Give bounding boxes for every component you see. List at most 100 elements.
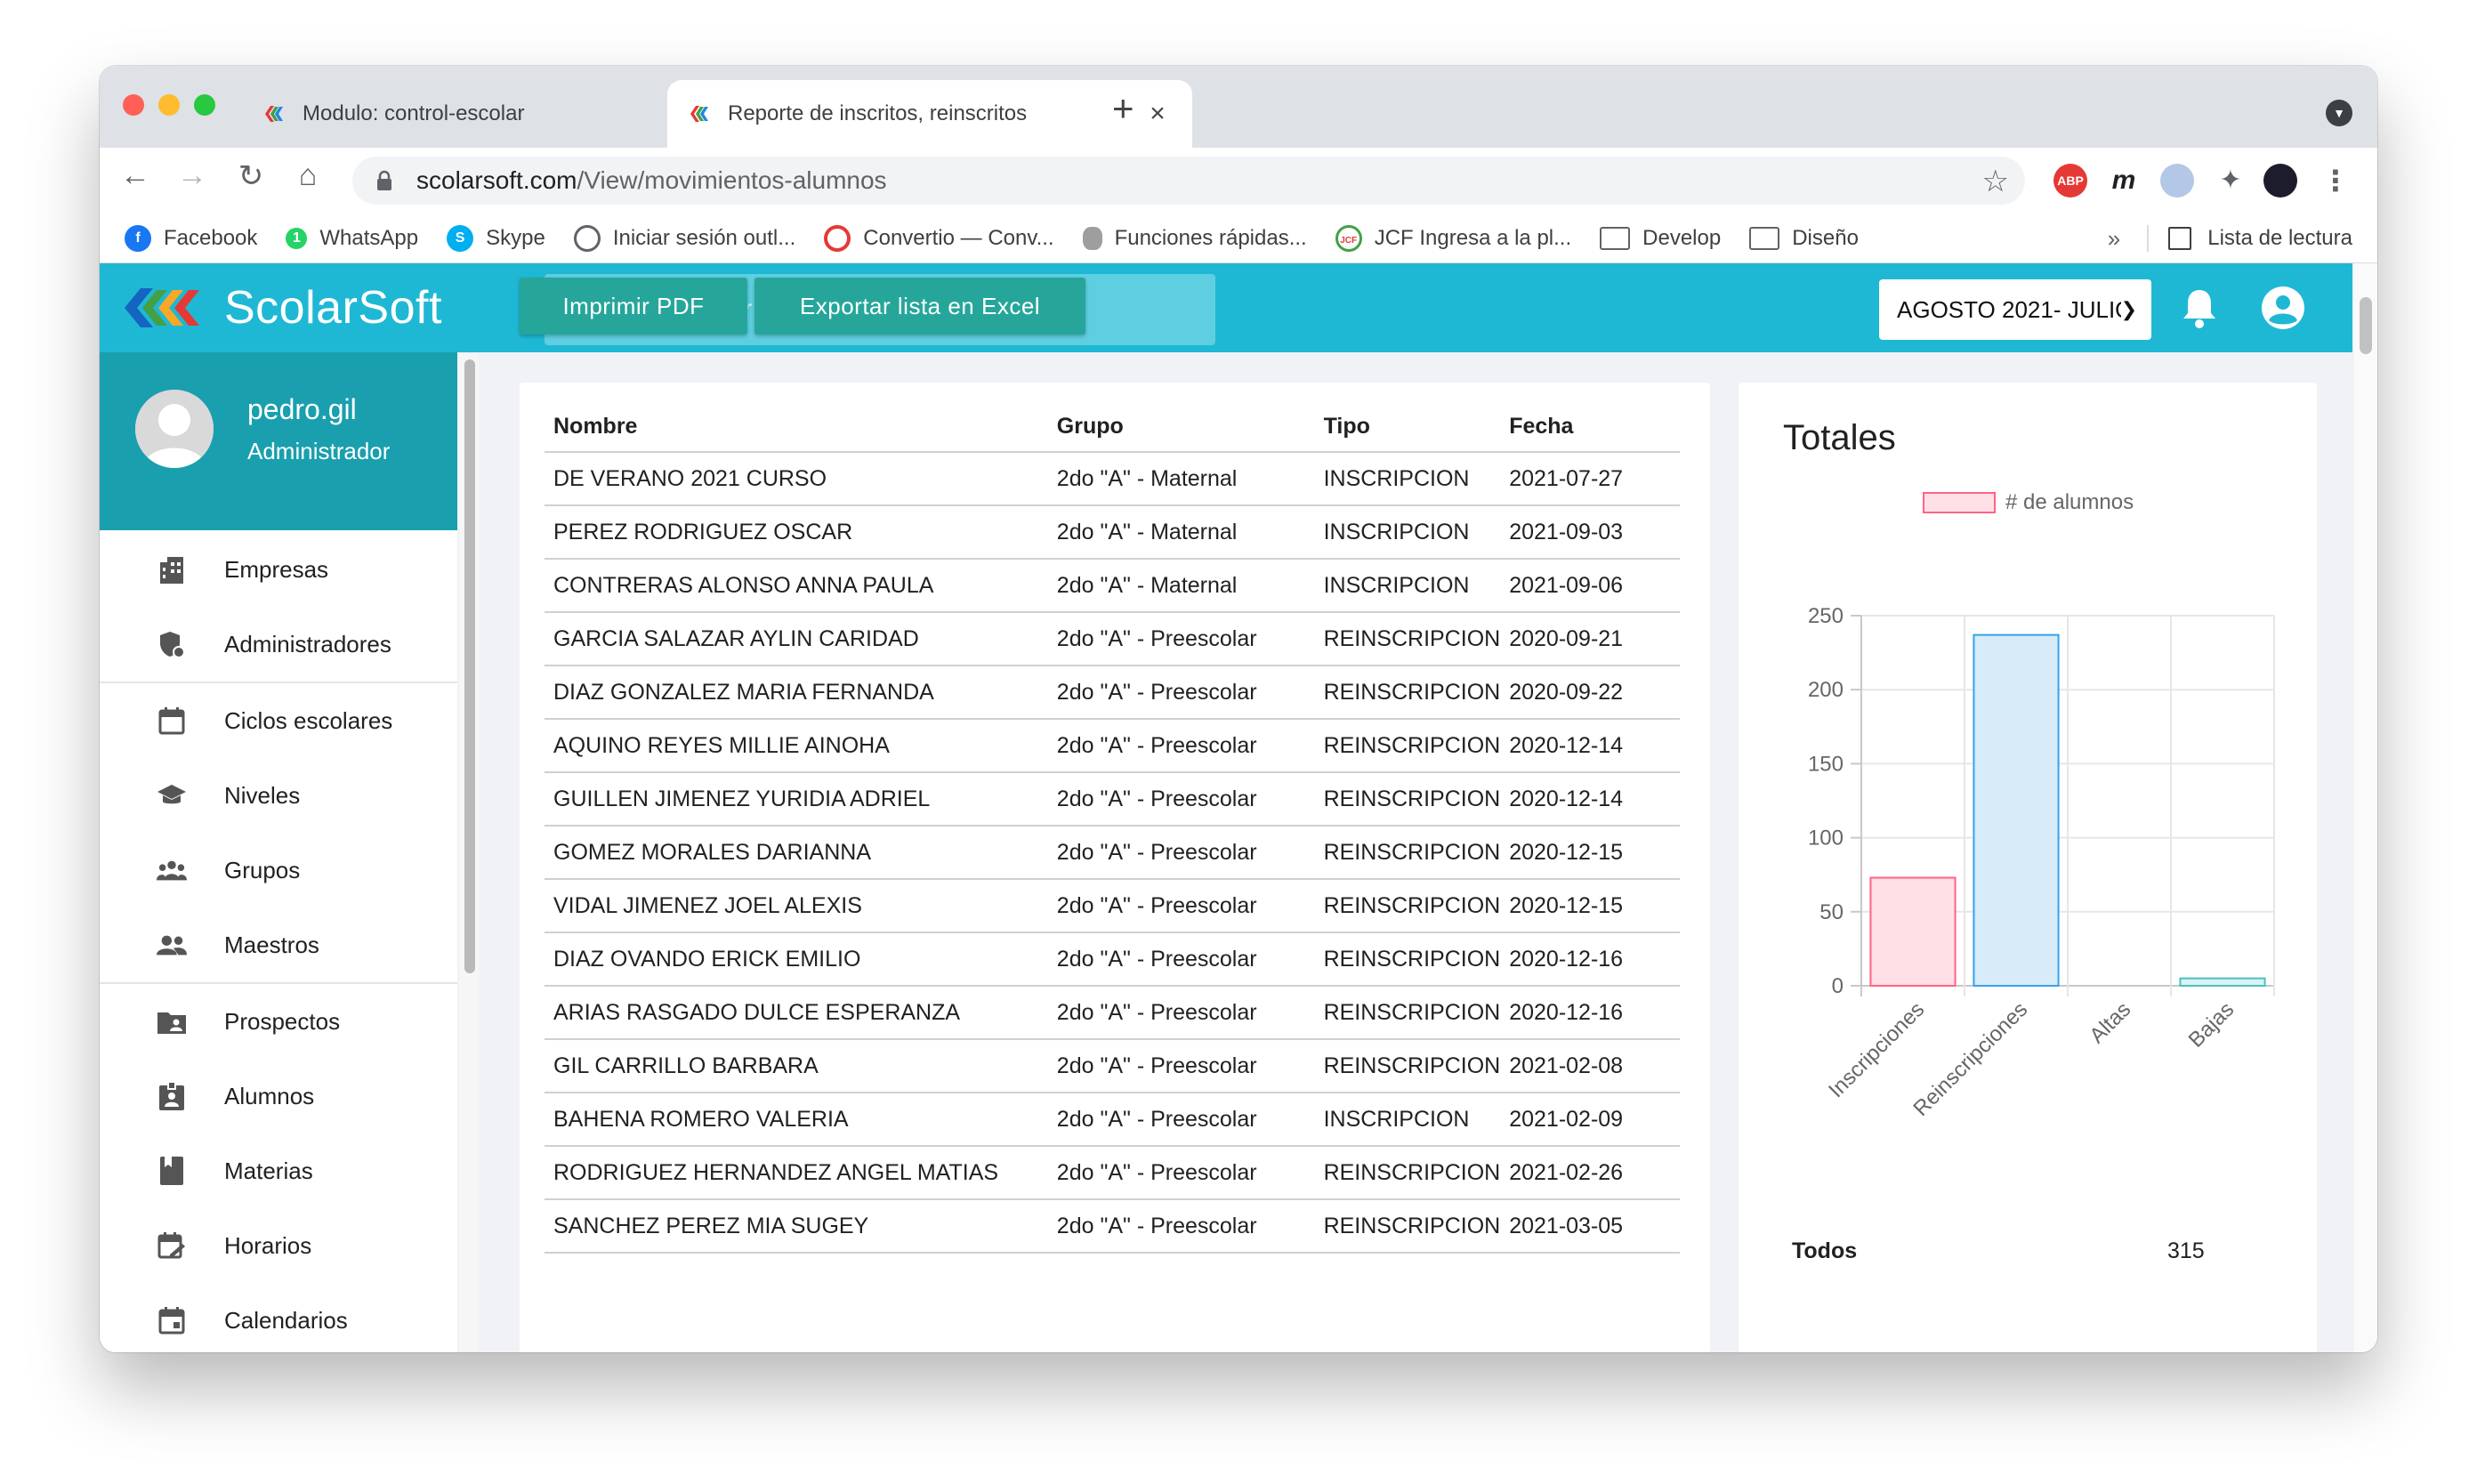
sidebar-item-calendarios[interactable]: Calendarios	[100, 1283, 457, 1352]
bookmark-star-icon[interactable]: ☆	[1981, 165, 2009, 198]
table-row[interactable]: CONTRERAS ALONSO ANNA PAULA 2do "A" - Mat…	[545, 559, 1680, 613]
sidebar-item-empresas[interactable]: Empresas	[100, 532, 457, 607]
table-row[interactable]: PEREZ RODRIGUEZ OSCAR 2do "A" - Maternal I…	[545, 505, 1680, 560]
table-row[interactable]: DIAZ GONZALEZ MARIA FERNANDA 2do "A" - Pr…	[545, 665, 1680, 720]
forward-icon[interactable]: →	[177, 158, 207, 192]
profile-avatar-icon[interactable]	[2263, 164, 2297, 198]
sidebar-item-niveles[interactable]: Niveles	[100, 758, 457, 833]
table-row[interactable]: GARCIA SALAZAR AYLIN CARIDAD 2do "A" - Pr…	[545, 612, 1680, 666]
sidebar-item-materias[interactable]: Materias	[100, 1133, 457, 1208]
column-header-fecha[interactable]: Fecha	[1500, 402, 1680, 453]
more-bookmarks-icon[interactable]: »	[2107, 224, 2121, 252]
reload-icon[interactable]: ↻	[238, 159, 264, 193]
bookmarks-bar: f Facebook 1 WhatsApp S Skype Iniciar se…	[100, 214, 2377, 263]
table-row[interactable]: GUILLEN JIMENEZ YURIDIA ADRIEL 2do "A" - …	[545, 772, 1680, 827]
minimize-window-button[interactable]	[158, 94, 180, 116]
sidebar-item-prospectos[interactable]: Prospectos	[100, 984, 457, 1059]
school-cycle-select[interactable]: AGOSTO 2021- JULIO ❯	[1879, 279, 2151, 340]
cell-tipo: REINSCRIPCION	[1314, 612, 1501, 666]
book-icon	[157, 1156, 187, 1186]
zoom-window-button[interactable]	[194, 94, 215, 116]
print-pdf-button[interactable]: Imprimir PDF	[520, 278, 747, 335]
globe-icon	[573, 224, 601, 252]
cell-fecha: 2020-09-21	[1500, 612, 1680, 666]
cell-nombre: VIDAL JIMENEZ JOEL ALEXIS	[545, 879, 1048, 933]
bar	[2179, 977, 2266, 987]
home-icon[interactable]: ⌂	[298, 158, 318, 192]
new-tab-icon[interactable]: +	[1112, 87, 1134, 129]
m-extension-icon[interactable]: m	[2111, 165, 2136, 195]
bookmark-facebook[interactable]: f Facebook	[125, 224, 257, 252]
puzzle-icon[interactable]: ✦	[2219, 165, 2242, 195]
cell-grupo: 2do "A" - Maternal	[1047, 452, 1315, 506]
column-header-nombre[interactable]: Nombre	[545, 402, 1048, 453]
bookmark-label: Diseño	[1792, 225, 1859, 250]
export-excel-button[interactable]: Exportar lista en Excel	[754, 278, 1085, 335]
sidebar-item-grupos[interactable]: Grupos	[100, 833, 457, 907]
page-scrollbar-thumb[interactable]	[2360, 297, 2372, 354]
bookmark-whatsapp[interactable]: 1 WhatsApp	[286, 226, 418, 251]
sidebar-item-ciclos[interactable]: Ciclos escolares	[100, 683, 457, 758]
table-row[interactable]: GIL CARRILLO BARBARA 2do "A" - Preescolar…	[545, 1039, 1680, 1093]
cell-nombre: GIL CARRILLO BARBARA	[545, 1039, 1048, 1093]
sidebar-scrollbar-thumb[interactable]	[464, 359, 475, 973]
menu-dots-icon[interactable]: ⋮	[2321, 165, 2350, 197]
bookmark-jcf[interactable]: JCF JCF Ingresa a la pl...	[1335, 224, 1571, 252]
page-scrollbar[interactable]	[2354, 263, 2377, 1352]
folder-icon	[1600, 226, 1631, 250]
bookmark-outlook[interactable]: Iniciar sesión outl...	[573, 224, 795, 252]
browser-toolbar: ← → ↻ ⌂ scolarsoft.com/View/movimientos-…	[100, 148, 2377, 214]
close-tab-icon[interactable]: ×	[1150, 99, 1166, 128]
tab-search-icon[interactable]: ▼	[2326, 100, 2352, 126]
bookmark-label: WhatsApp	[319, 225, 419, 250]
scolarsoft-logo[interactable]: ScolarSoft	[123, 281, 442, 335]
cell-grupo: 2do "A" - Preescolar	[1047, 879, 1315, 933]
table-row[interactable]: VIDAL JIMENEZ JOEL ALEXIS 2do "A" - Prees…	[545, 879, 1680, 933]
bell-icon[interactable]	[2180, 286, 2219, 329]
table-row[interactable]: DIAZ OVANDO ERICK EMILIO 2do "A" - Preesc…	[545, 932, 1680, 987]
jcf-icon: JCF	[1335, 224, 1362, 252]
sidebar-item-maestros[interactable]: Maestros	[100, 907, 457, 982]
browser-window: Modulo: control-escolar × Reporte de ins…	[100, 66, 2377, 1352]
extension-icon[interactable]	[2160, 164, 2194, 198]
table-row[interactable]: SANCHEZ PEREZ MIA SUGEY 2do "A" - Preesco…	[545, 1199, 1680, 1254]
column-header-grupo[interactable]: Grupo	[1047, 402, 1315, 453]
cell-tipo: REINSCRIPCION	[1314, 665, 1501, 720]
cell-nombre: DE VERANO 2021 CURSO	[545, 452, 1048, 506]
cell-fecha: 2021-09-03	[1500, 505, 1680, 560]
column-header-tipo[interactable]: Tipo	[1314, 402, 1501, 453]
table-row[interactable]: RODRIGUEZ HERNANDEZ ANGEL MATIAS 2do "A" …	[545, 1146, 1680, 1200]
bookmark-funciones[interactable]: Funciones rápidas...	[1082, 226, 1307, 251]
close-window-button[interactable]	[123, 94, 144, 116]
table-row[interactable]: GOMEZ MORALES DARIANNA 2do "A" - Preescol…	[545, 826, 1680, 880]
tab-strip: Modulo: control-escolar × Reporte de ins…	[100, 66, 2377, 148]
y-tick-label: 100	[1808, 827, 1844, 851]
cell-fecha: 2020-12-15	[1500, 826, 1680, 880]
sidebar-item-administradores[interactable]: Administradores	[100, 607, 457, 682]
table-row[interactable]: ARIAS RASGADO DULCE ESPERANZA 2do "A" - P…	[545, 986, 1680, 1040]
tab-reporte-inscritos[interactable]: Reporte de inscritos, reinscritos ×	[667, 80, 1192, 148]
adblock-icon[interactable]: ABP	[2053, 164, 2087, 198]
bookmark-develop[interactable]: Develop	[1600, 226, 1721, 251]
cell-grupo: 2do "A" - Preescolar	[1047, 1146, 1315, 1200]
back-icon[interactable]: ←	[120, 158, 150, 192]
reading-list-icon	[2168, 227, 2192, 250]
address-bar[interactable]: scolarsoft.com/View/movimientos-alumnos …	[352, 157, 2025, 205]
bookmark-label: Convertio — Conv...	[863, 225, 1054, 250]
bookmark-skype[interactable]: S Skype	[447, 224, 545, 252]
reading-list-button[interactable]: Lista de lectura	[2207, 226, 2352, 250]
table-row[interactable]: BAHENA ROMERO VALERIA 2do "A" - Preescola…	[545, 1093, 1680, 1147]
bookmark-convertio[interactable]: Convertio — Conv...	[824, 224, 1054, 252]
table-row[interactable]: AQUINO REYES MILLIE AINOHA 2do "A" - Pree…	[545, 719, 1680, 773]
cell-fecha: 2021-02-09	[1500, 1093, 1680, 1147]
sidebar-item-label: Grupos	[224, 856, 301, 883]
cell-fecha: 2020-12-14	[1500, 719, 1680, 773]
table-row[interactable]: DE VERANO 2021 CURSO 2do "A" - Maternal IN…	[545, 452, 1680, 506]
account-circle-icon[interactable]	[2260, 285, 2306, 331]
sidebar-item-horarios[interactable]: Horarios	[100, 1208, 457, 1283]
bar	[1869, 876, 1957, 988]
cell-nombre: CONTRERAS ALONSO ANNA PAULA	[545, 559, 1048, 613]
sidebar-item-alumnos[interactable]: Alumnos	[100, 1059, 457, 1133]
tab-modulo-control-escolar[interactable]: Modulo: control-escolar ×	[242, 80, 756, 148]
bookmark-diseno[interactable]: Diseño	[1749, 226, 1859, 251]
